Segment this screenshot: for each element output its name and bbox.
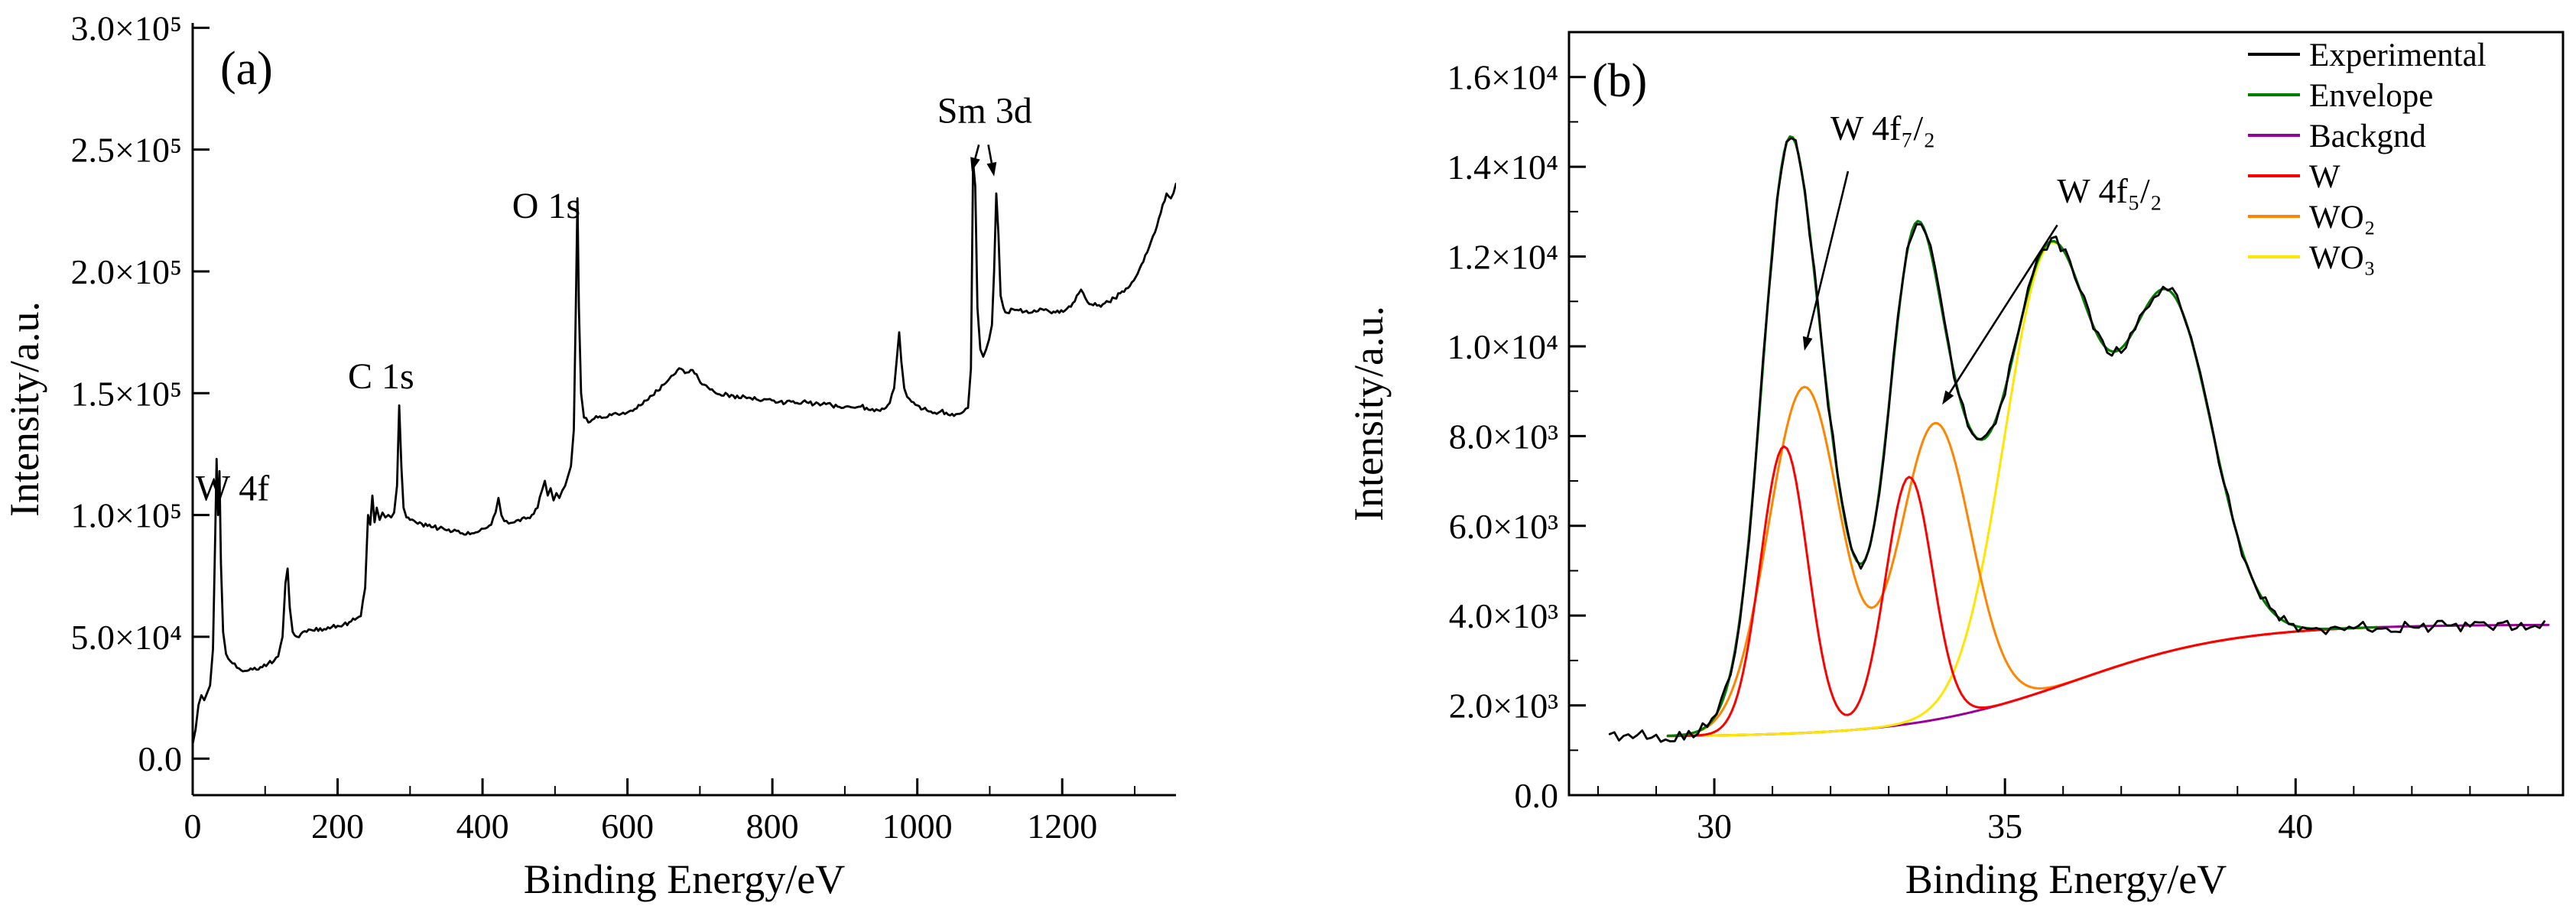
y-tick-label: 1.5×10⁵ <box>71 374 182 413</box>
x-tick-label: 30 <box>1697 807 1732 846</box>
y-tick-label: 2.5×10⁵ <box>71 131 182 170</box>
x-tick-label: 400 <box>456 807 509 846</box>
peak-annotation: W 4f <box>196 468 269 508</box>
y-axis-label: Intensity/a.u. <box>1346 306 1392 521</box>
y-tick-label: 1.0×10⁴ <box>1447 327 1558 366</box>
annotation-arrow <box>970 144 980 172</box>
y-tick-label: 8.0×10³ <box>1449 417 1558 456</box>
chart-svg-b: 30 35 40 0.0 2.0×10³ 4.0×10³ 6.0×10³ 8.0×10³ 1.0… <box>1346 31 2565 902</box>
series-experimental <box>1608 137 2546 743</box>
peak-annotation: W 4f₇/₂ <box>1830 109 1935 148</box>
y-tick-label: 6.0×10³ <box>1449 507 1558 546</box>
y-tick-label: 2.0×10⁵ <box>71 252 182 291</box>
y-tick-label: 3.0×10⁵ <box>71 8 182 47</box>
y-tick-label: 2.0×10³ <box>1449 687 1558 726</box>
x-tick-label: 40 <box>2278 807 2313 846</box>
series-wo2 <box>1666 385 2379 737</box>
y-tick-label: 1.6×10⁴ <box>1447 58 1558 97</box>
y-tick-label: 0.0 <box>1515 776 1559 815</box>
series-background <box>1666 623 2550 738</box>
peak-annotation: C 1s <box>348 356 414 397</box>
series-survey <box>193 161 1176 745</box>
x-tick-label: 0 <box>184 807 202 846</box>
x-axis-label: Binding Energy/eV <box>524 856 845 902</box>
legend: Experimental Envelope Backgnd W WO₂ WO₃ <box>2248 37 2487 276</box>
y-tick-label: 1.2×10⁴ <box>1447 238 1558 277</box>
x-tick-label: 35 <box>1987 807 2022 846</box>
series-w <box>1666 445 2379 738</box>
panel-tag: (a) <box>220 43 273 95</box>
chart-svg-a: 0 200 400 600 800 1000 1200 0.0 5.0×10⁴ 1.0×10⁵ 1.… <box>2 8 1176 902</box>
annotation-arrow <box>1802 170 1850 351</box>
annotation-arrow <box>986 145 997 177</box>
plot-series <box>1608 135 2550 743</box>
peak-annotation: W 4f₅/₂ <box>2057 171 2162 210</box>
y-tick-label: 4.0×10³ <box>1449 596 1558 635</box>
y-tick-label: 1.0×10⁵ <box>71 496 182 535</box>
plot-series <box>193 161 1176 745</box>
annotation-arrow <box>1942 224 2058 405</box>
legend-label-6: WO₃ <box>2309 240 2376 276</box>
axes <box>191 23 1176 797</box>
y-tick-label: 0.0 <box>138 739 183 778</box>
x-tick-label: 200 <box>311 807 364 846</box>
legend-label-2: Envelope <box>2309 78 2433 114</box>
x-tick-label: 800 <box>746 807 799 846</box>
legend-label-5: WO₂ <box>2309 200 2376 235</box>
x-tick-label: 600 <box>601 807 654 846</box>
x-tick-label: 1200 <box>1027 807 1097 846</box>
panel-tag: (b) <box>1592 55 1647 107</box>
legend-label-3: Backgnd <box>2309 119 2426 154</box>
x-tick-label: 1000 <box>882 807 953 846</box>
y-tick-label: 5.0×10⁴ <box>71 618 182 657</box>
legend-label-1: Experimental <box>2309 37 2487 73</box>
axes <box>1567 31 2565 797</box>
y-tick-label: 1.4×10⁴ <box>1447 148 1558 187</box>
x-axis-label: Binding Energy/eV <box>1905 856 2227 902</box>
peak-annotation: Sm 3d <box>937 91 1032 132</box>
y-axis-label: Intensity/a.u. <box>2 301 47 517</box>
panel-a-survey-spectrum-chart: 0 200 400 600 800 1000 1200 0.0 5.0×10⁴ 1.0×10⁵ 1.… <box>0 0 1193 915</box>
peak-annotation: O 1s <box>512 186 580 226</box>
panel-b-w4f-fit-chart: 30 35 40 0.0 2.0×10³ 4.0×10³ 6.0×10³ 8.0×10³ 1.0… <box>1193 0 2576 915</box>
legend-label-4: W <box>2309 159 2340 195</box>
